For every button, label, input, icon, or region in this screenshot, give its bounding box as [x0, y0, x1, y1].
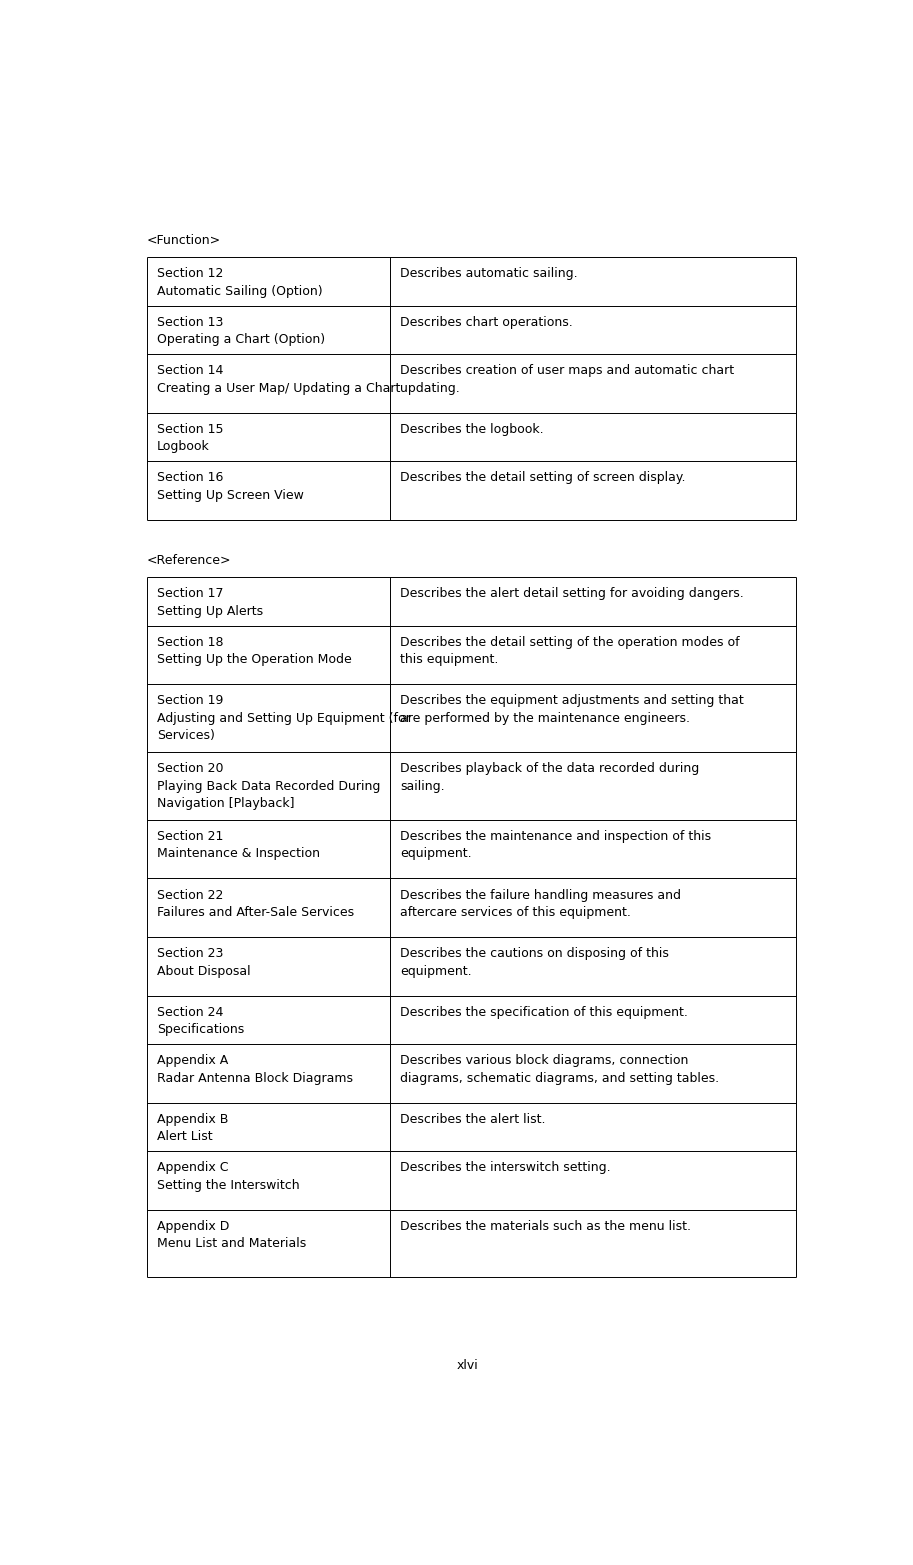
Text: Describes the materials such as the menu list.: Describes the materials such as the menu… [400, 1219, 691, 1233]
Text: Describes the specification of this equipment.: Describes the specification of this equi… [400, 1006, 688, 1019]
Text: Describes the maintenance and inspection of this
equipment.: Describes the maintenance and inspection… [400, 829, 711, 861]
Text: Describes the alert list.: Describes the alert list. [400, 1113, 546, 1125]
Text: Describes playback of the data recorded during
sailing.: Describes playback of the data recorded … [400, 762, 699, 793]
Text: Describes the equipment adjustments and setting that
are performed by the mainte: Describes the equipment adjustments and … [400, 695, 744, 725]
Text: Describes creation of user maps and automatic chart
updating.: Describes creation of user maps and auto… [400, 365, 734, 394]
Text: Describes the alert detail setting for avoiding dangers.: Describes the alert detail setting for a… [400, 587, 744, 601]
Text: <Reference>: <Reference> [147, 554, 231, 568]
Text: Section 12
Automatic Sailing (Option): Section 12 Automatic Sailing (Option) [157, 268, 322, 297]
Text: Section 17
Setting Up Alerts: Section 17 Setting Up Alerts [157, 587, 263, 618]
Text: Describes chart operations.: Describes chart operations. [400, 316, 573, 329]
Text: Describes the failure handling measures and
aftercare services of this equipment: Describes the failure handling measures … [400, 889, 681, 919]
Text: Appendix D
Menu List and Materials: Appendix D Menu List and Materials [157, 1219, 306, 1250]
Text: Section 15
Logbook: Section 15 Logbook [157, 423, 224, 454]
Text: Section 18
Setting Up the Operation Mode: Section 18 Setting Up the Operation Mode [157, 635, 352, 667]
Text: <Function>: <Function> [147, 235, 221, 247]
Text: Appendix B
Alert List: Appendix B Alert List [157, 1113, 228, 1142]
Text: Section 19
Adjusting and Setting Up Equipment (for
Services): Section 19 Adjusting and Setting Up Equi… [157, 695, 411, 742]
Text: Describes the logbook.: Describes the logbook. [400, 423, 544, 435]
Text: Describes the cautions on disposing of this
equipment.: Describes the cautions on disposing of t… [400, 947, 669, 978]
Text: Section 13
Operating a Chart (Option): Section 13 Operating a Chart (Option) [157, 316, 325, 346]
Text: Describes the detail setting of the operation modes of
this equipment.: Describes the detail setting of the oper… [400, 635, 740, 667]
Text: Section 14
Creating a User Map/ Updating a Chart: Section 14 Creating a User Map/ Updating… [157, 365, 400, 394]
Text: Describes the interswitch setting.: Describes the interswitch setting. [400, 1161, 611, 1174]
Text: Describes various block diagrams, connection
diagrams, schematic diagrams, and s: Describes various block diagrams, connec… [400, 1055, 719, 1085]
Text: Describes the detail setting of screen display.: Describes the detail setting of screen d… [400, 471, 686, 484]
Text: xlvi: xlvi [457, 1360, 478, 1373]
Text: Appendix C
Setting the Interswitch: Appendix C Setting the Interswitch [157, 1161, 299, 1191]
Text: Appendix A
Radar Antenna Block Diagrams: Appendix A Radar Antenna Block Diagrams [157, 1055, 352, 1085]
Text: Describes automatic sailing.: Describes automatic sailing. [400, 268, 578, 280]
Text: Section 21
Maintenance & Inspection: Section 21 Maintenance & Inspection [157, 829, 320, 861]
Text: Section 20
Playing Back Data Recorded During
Navigation [Playback]: Section 20 Playing Back Data Recorded Du… [157, 762, 380, 811]
Text: Section 24
Specifications: Section 24 Specifications [157, 1006, 244, 1036]
Text: Section 23
About Disposal: Section 23 About Disposal [157, 947, 250, 978]
Text: Section 16
Setting Up Screen View: Section 16 Setting Up Screen View [157, 471, 304, 502]
Text: Section 22
Failures and After-Sale Services: Section 22 Failures and After-Sale Servi… [157, 889, 354, 919]
